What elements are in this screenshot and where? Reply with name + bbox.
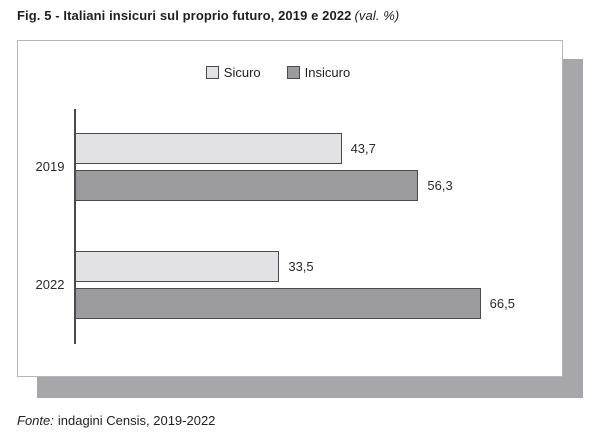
bar-2019-insicuro xyxy=(75,170,419,201)
legend-label: Sicuro xyxy=(223,65,261,80)
bar-2022-insicuro xyxy=(75,288,481,319)
chart-plot: 2019 43,7 56,3 2022 33,5 66,5 xyxy=(18,41,562,376)
chart-area: Sicuro Insicuro 2019 43,7 56,3 2022 33,5 66,5 xyxy=(17,40,563,377)
category-label-2022: 2022 xyxy=(35,277,65,292)
figure-unit-note: (val. %) xyxy=(354,8,400,23)
legend-swatch-icon xyxy=(205,66,219,79)
figure-title: Fig. 5 - Italiani insicuri sul proprio f… xyxy=(17,8,399,23)
legend-label: Insicuro xyxy=(304,65,351,80)
source-text: indagini Censis, 2019-2022 xyxy=(57,413,216,428)
bar-value-label: 56,3 xyxy=(427,177,453,193)
bar-2022-sicuro xyxy=(75,251,280,282)
legend-item-insicuro: Insicuro xyxy=(286,65,351,80)
bar-value-label: 33,5 xyxy=(288,258,314,274)
category-label-2019: 2019 xyxy=(35,159,65,174)
y-axis-line xyxy=(74,109,76,344)
bar-value-label: 43,7 xyxy=(350,140,376,156)
legend-swatch-icon xyxy=(286,66,300,79)
source-prefix: Fonte: xyxy=(17,413,54,428)
bar-2019-sicuro xyxy=(75,133,342,164)
figure-title-text: Fig. 5 - Italiani insicuri sul proprio f… xyxy=(17,8,352,23)
bar-value-label: 66,5 xyxy=(489,295,515,311)
legend-item-sicuro: Sicuro xyxy=(205,65,261,80)
source-note: Fonte: indagini Censis, 2019-2022 xyxy=(17,413,215,428)
chart-legend: Sicuro Insicuro xyxy=(6,65,550,80)
